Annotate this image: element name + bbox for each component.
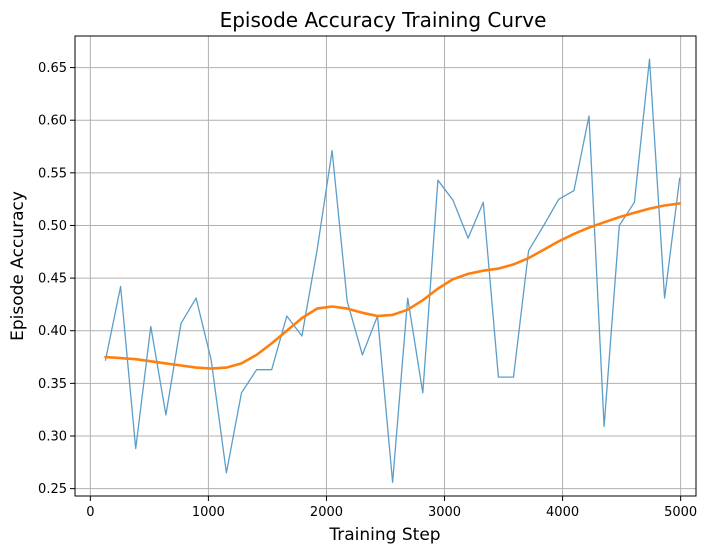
y-tick-label: 0.40	[38, 324, 67, 339]
grid	[75, 36, 696, 496]
raw-accuracy-line	[104, 58, 681, 483]
y-axis: 0.25 0.30 0.35 0.40 0.45 0.50 0.55 0.60 0.65	[38, 61, 75, 497]
x-tick-label: 0	[86, 505, 94, 520]
plot-frame	[74, 35, 697, 497]
y-tick-label: 0.30	[38, 430, 67, 445]
y-tick-label: 0.45	[38, 272, 67, 287]
x-tick-label: 5000	[664, 505, 697, 520]
y-tick-label: 0.65	[38, 61, 67, 76]
chart-title: Episode Accuracy Training Curve	[220, 8, 547, 32]
y-tick-label: 0.60	[38, 114, 67, 129]
x-axis: 0 1000 2000 3000 4000 5000	[86, 496, 697, 520]
x-tick-label: 2000	[310, 505, 343, 520]
series-layer	[104, 58, 681, 483]
y-axis-label: Episode Accuracy	[8, 191, 28, 341]
x-axis-label: Training Step	[328, 525, 440, 545]
x-tick-label: 1000	[192, 505, 225, 520]
x-tick-label: 3000	[428, 505, 461, 520]
y-tick-label: 0.25	[38, 482, 67, 497]
smoothed-accuracy-line	[104, 202, 681, 370]
y-tick-label: 0.50	[38, 219, 67, 234]
y-tick-label: 0.35	[38, 377, 67, 392]
y-tick-label: 0.55	[38, 166, 67, 181]
x-tick-label: 4000	[546, 505, 579, 520]
